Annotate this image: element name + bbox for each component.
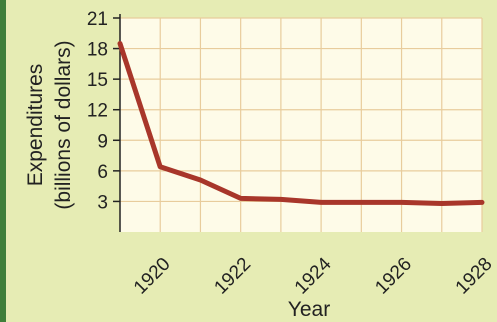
y-tick-label-15: 15 (87, 70, 108, 91)
y-tick-label-21: 21 (87, 9, 108, 30)
y-axis-title-line-2: (billions of dollars) (52, 40, 75, 209)
left-border-strip (0, 0, 6, 322)
y-tick-label-9: 9 (97, 131, 108, 152)
y-tick-marks (113, 17, 120, 203)
y-tick-label-12: 12 (87, 101, 108, 122)
x-tick-label-1926: 1926 (371, 254, 416, 299)
x-tick-label-1924: 1924 (291, 253, 336, 298)
y-tick-labels: 3 6 9 12 15 18 21 (87, 9, 108, 213)
series-line-expenditures (117, 41, 485, 206)
x-tick-label-1920: 1920 (130, 254, 175, 299)
x-tick-labels: 1920 1922 1924 1926 1928 (130, 253, 497, 298)
y-tick-label-3: 3 (97, 192, 108, 213)
x-tick-label-1922: 1922 (210, 254, 255, 299)
y-axis-title-line-1: Expenditures (24, 64, 47, 187)
y-tick-label-6: 6 (97, 162, 108, 183)
plot-area (120, 18, 482, 232)
x-axis-title: Year (288, 298, 330, 321)
y-tick-label-18: 18 (87, 40, 108, 61)
x-tick-label-1928: 1928 (452, 254, 497, 299)
